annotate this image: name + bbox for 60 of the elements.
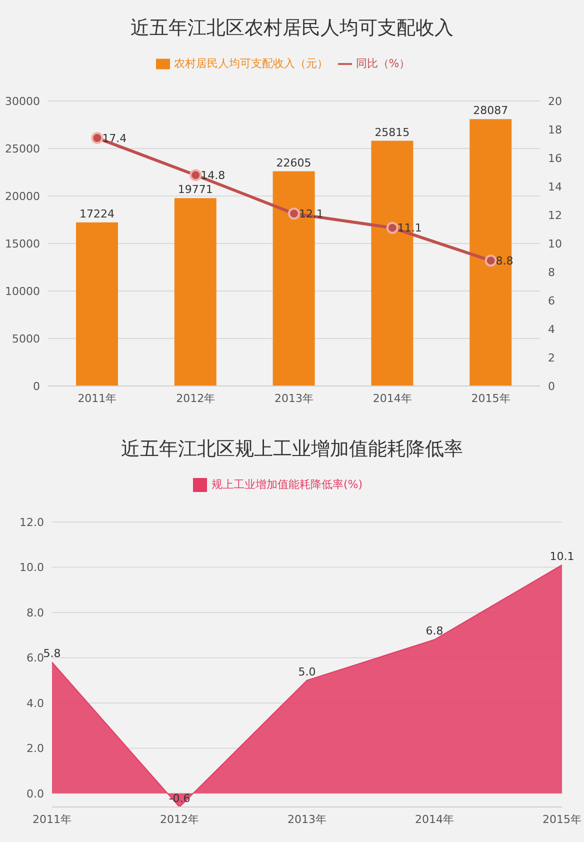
y-tick-label: 25000 (5, 142, 40, 156)
x-tick-label: 2014年 (415, 812, 454, 826)
data-label: 12.1 (299, 207, 324, 220)
data-label: 14.8 (200, 169, 226, 182)
y2-tick-label: 4 (548, 322, 555, 336)
data-label: 5.8 (43, 647, 61, 660)
y2-tick-label: 10 (548, 237, 562, 250)
y-tick-label: 12.0 (20, 516, 44, 529)
x-tick-label: 2013年 (288, 812, 326, 826)
data-label: 5.0 (298, 665, 316, 678)
y2-tick-label: 14 (548, 180, 562, 194)
data-label: 22605 (276, 156, 312, 170)
legend-label: 规上工业增加值能耗降低率(%) (211, 478, 363, 491)
point (288, 208, 300, 220)
y-tick-label: 20000 (5, 190, 40, 203)
x-tick-label: 2012年 (160, 812, 199, 826)
data-label: 10.1 (550, 550, 574, 563)
point (386, 222, 398, 234)
x-tick-label: 2013年 (274, 392, 314, 405)
y-tick-label: 5000 (12, 332, 40, 346)
data-label: 17.4 (102, 132, 127, 145)
y-tick-label: 6.0 (26, 652, 44, 665)
y2-tick-label: 6 (548, 294, 555, 308)
x-tick-label: 2015年 (542, 812, 582, 826)
x-tick-label: 2015年 (471, 392, 510, 405)
point (484, 254, 497, 267)
y2-tick-label: 18 (548, 123, 562, 136)
legend-label: 农村居民人均可支配收入（元） (174, 57, 328, 70)
y-tick-label: 30000 (5, 94, 40, 108)
y2-tick-label: 16 (548, 152, 562, 165)
y2-tick-label: 2 (548, 351, 555, 364)
chart-title: 近五年江北区农村居民人均可支配收入 (130, 16, 454, 41)
y-tick-label: 2.0 (26, 742, 44, 756)
data-label: 28087 (473, 104, 508, 118)
y-tick-label: 8.0 (26, 606, 44, 620)
y2-tick-label: 8 (548, 266, 555, 279)
point (91, 132, 104, 144)
y-tick-label: 15000 (5, 237, 40, 250)
y-tick-label: 0.0 (26, 787, 44, 800)
x-tick-label: 2014年 (372, 392, 412, 405)
data-label: 6.8 (426, 624, 444, 638)
x-tick-label: 2011年 (32, 812, 72, 826)
bar (76, 222, 118, 386)
x-tick-label: 2011年 (78, 392, 117, 405)
y2-tick-label: 0 (548, 380, 555, 393)
y2-tick-label: 20 (548, 94, 562, 108)
y-tick-label: 4.0 (26, 696, 44, 710)
bar (174, 198, 216, 386)
chart-title: 近五年江北区规上工业增加值能耗降低率 (120, 437, 464, 462)
y-tick-label: 10000 (5, 284, 40, 298)
y-tick-label: 0 (33, 380, 40, 393)
point (190, 169, 202, 182)
x-tick-label: 2012年 (176, 392, 216, 405)
bar (470, 119, 512, 386)
data-label: 25815 (374, 126, 410, 139)
data-label: 19771 (178, 183, 213, 196)
y2-tick-label: 12 (548, 208, 562, 222)
y-tick-label: 10.0 (20, 561, 44, 574)
data-label: 17224 (80, 207, 114, 220)
legend-label: 同比（%） (356, 57, 410, 70)
